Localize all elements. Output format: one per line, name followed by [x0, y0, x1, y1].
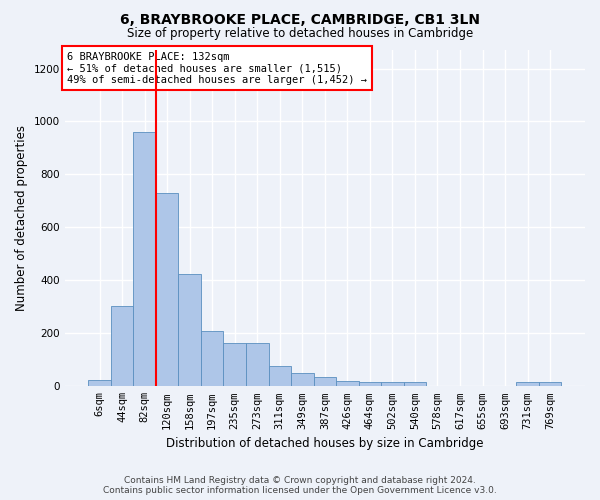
Bar — [111, 306, 133, 386]
Bar — [404, 382, 426, 386]
Text: Contains HM Land Registry data © Crown copyright and database right 2024.
Contai: Contains HM Land Registry data © Crown c… — [103, 476, 497, 495]
Bar — [539, 382, 562, 386]
Text: 6, BRAYBROOKE PLACE, CAMBRIDGE, CB1 3LN: 6, BRAYBROOKE PLACE, CAMBRIDGE, CB1 3LN — [120, 12, 480, 26]
Bar — [133, 132, 156, 386]
X-axis label: Distribution of detached houses by size in Cambridge: Distribution of detached houses by size … — [166, 437, 484, 450]
Bar — [201, 330, 223, 386]
Bar — [314, 377, 336, 386]
Y-axis label: Number of detached properties: Number of detached properties — [15, 125, 28, 311]
Bar — [291, 373, 314, 386]
Bar — [178, 274, 201, 386]
Bar — [88, 380, 111, 386]
Bar — [336, 381, 359, 386]
Bar — [156, 193, 178, 386]
Bar — [359, 382, 381, 386]
Text: Size of property relative to detached houses in Cambridge: Size of property relative to detached ho… — [127, 28, 473, 40]
Bar — [381, 382, 404, 386]
Bar — [246, 342, 269, 386]
Text: 6 BRAYBROOKE PLACE: 132sqm
← 51% of detached houses are smaller (1,515)
49% of s: 6 BRAYBROOKE PLACE: 132sqm ← 51% of deta… — [67, 52, 367, 85]
Bar — [516, 382, 539, 386]
Bar — [269, 366, 291, 386]
Bar — [223, 342, 246, 386]
